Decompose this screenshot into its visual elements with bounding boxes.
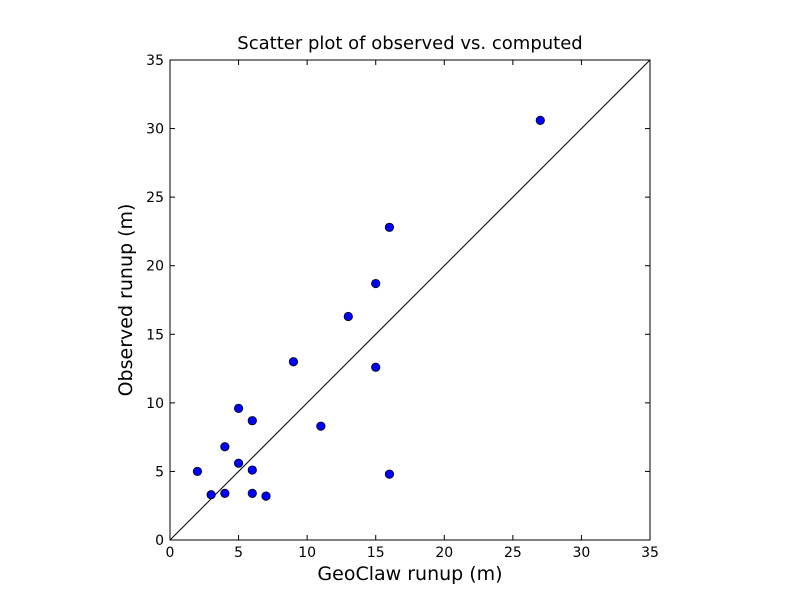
data-point	[288, 357, 299, 367]
data-points	[192, 115, 545, 501]
y-tick-label: 35	[146, 53, 164, 69]
reference-diagonal-line	[169, 59, 651, 541]
chart-title: Scatter plot of observed vs. computed	[237, 33, 582, 54]
data-point	[384, 469, 395, 479]
data-point	[316, 421, 326, 431]
x-tick-label: 10	[298, 545, 316, 561]
y-tick-label: 20	[146, 259, 164, 275]
y-tick-label: 0	[155, 533, 164, 549]
data-point	[535, 115, 545, 125]
x-tick-label: 15	[367, 545, 385, 561]
y-tick-label: 25	[146, 190, 164, 206]
y-axis-ticks: 0 5 10 15 20 25 30 35	[146, 53, 650, 549]
y-tick-label: 10	[146, 396, 164, 412]
data-point	[371, 278, 381, 289]
x-tick-label: 0	[166, 545, 175, 561]
y-axis-title: Observed runup (m)	[115, 204, 137, 397]
data-point	[343, 311, 353, 322]
data-point	[371, 362, 381, 372]
data-point	[233, 403, 244, 413]
x-tick-label: 25	[504, 545, 522, 561]
x-tick-label: 5	[234, 545, 243, 561]
y-tick-label: 5	[155, 464, 164, 480]
data-point	[384, 222, 395, 232]
data-point	[247, 465, 257, 475]
data-point	[220, 442, 230, 452]
x-tick-label: 35	[641, 545, 659, 561]
data-point	[206, 490, 216, 500]
y-tick-label: 15	[146, 327, 164, 343]
data-point	[220, 488, 230, 498]
data-point	[233, 458, 244, 468]
data-point	[261, 491, 271, 501]
x-axis-ticks: 0 5 10 15 20 25 30 35	[166, 60, 659, 561]
data-point	[247, 416, 257, 426]
x-axis-title: GeoClaw runup (m)	[317, 563, 502, 585]
x-tick-label: 20	[435, 545, 453, 561]
y-tick-label: 30	[146, 122, 164, 138]
data-point	[192, 466, 203, 477]
x-tick-label: 30	[573, 545, 591, 561]
data-point	[247, 488, 257, 498]
